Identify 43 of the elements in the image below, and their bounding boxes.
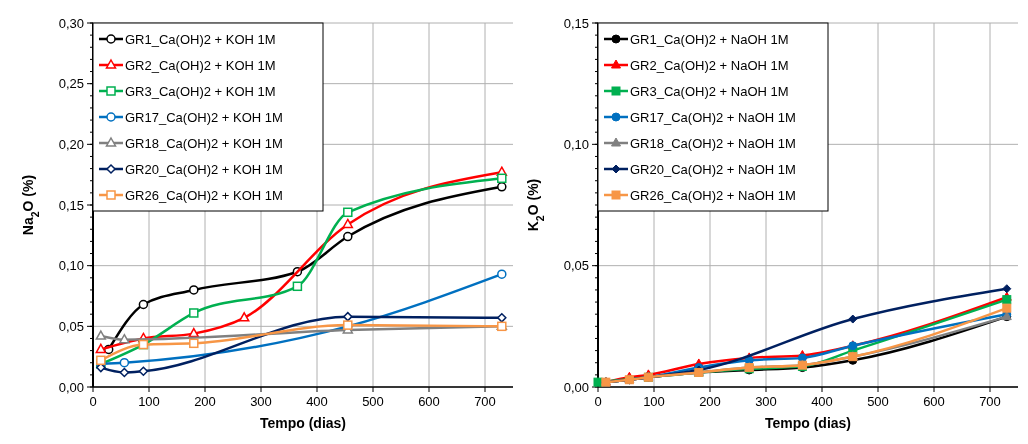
- x-tick-label: 400: [306, 394, 328, 409]
- legend-label: GR26_Ca(OH)2 + NaOH 1M: [630, 187, 796, 203]
- x-tick-label: 100: [643, 394, 665, 409]
- x-tick-label: 600: [418, 394, 440, 409]
- y-tick-label: 0,00: [58, 379, 84, 395]
- legend-label: GR1_Ca(OH)2 + NaOH 1M: [630, 31, 789, 47]
- x-tick-label: 100: [138, 394, 160, 409]
- legend-label: GR26_Ca(OH)2 + KOH 1M: [125, 187, 283, 203]
- legend-label: GR3_Ca(OH)2 + NaOH 1M: [630, 83, 789, 99]
- x-tick-label: 300: [755, 394, 777, 409]
- y-tick-label: 0,20: [58, 136, 84, 152]
- x-tick-label: 600: [923, 394, 945, 409]
- x-tick-label: 200: [699, 394, 721, 409]
- legend-label: GR20_Ca(OH)2 + NaOH 1M: [630, 161, 796, 177]
- y-tick-label: 0,05: [58, 318, 84, 334]
- legend-label: GR18_Ca(OH)2 + NaOH 1M: [630, 135, 796, 151]
- legend-label: GR20_Ca(OH)2 + KOH 1M: [125, 161, 283, 177]
- y-tick-label: 0,00: [563, 379, 589, 395]
- legend-label: GR1_Ca(OH)2 + KOH 1M: [125, 31, 276, 47]
- y-tick-label: 0,10: [58, 258, 84, 274]
- legend-label: GR18_Ca(OH)2 + KOH 1M: [125, 135, 283, 151]
- legend-label: GR3_Ca(OH)2 + KOH 1M: [125, 83, 276, 99]
- y-tick-label: 0,15: [563, 15, 589, 31]
- x-tick-label: 300: [250, 394, 272, 409]
- legend-label: GR17_Ca(OH)2 + KOH 1M: [125, 109, 283, 125]
- x-tick-label: 200: [194, 394, 216, 409]
- x-tick-label: 400: [811, 394, 833, 409]
- legend-label: GR2_Ca(OH)2 + KOH 1M: [125, 57, 276, 73]
- legend-label: GR2_Ca(OH)2 + NaOH 1M: [630, 57, 789, 73]
- y-tick-label: 0,10: [563, 136, 589, 152]
- y-tick-label: 0,15: [58, 197, 84, 213]
- x-tick-label: 700: [474, 394, 496, 409]
- x-tick-label: 700: [979, 394, 1001, 409]
- x-tick-label: 0: [594, 394, 602, 409]
- x-axis-title: Tempo (dias): [764, 415, 852, 431]
- y-tick-label: 0,25: [58, 76, 84, 92]
- y-tick-label: 0,05: [563, 258, 589, 274]
- y-tick-label: 0,30: [58, 15, 84, 31]
- x-tick-label: 0: [89, 394, 97, 409]
- x-tick-label: 500: [867, 394, 889, 409]
- x-tick-label: 500: [362, 394, 384, 409]
- legend-label: GR17_Ca(OH)2 + NaOH 1M: [630, 109, 796, 125]
- x-axis-title: Tempo (dias): [259, 415, 347, 431]
